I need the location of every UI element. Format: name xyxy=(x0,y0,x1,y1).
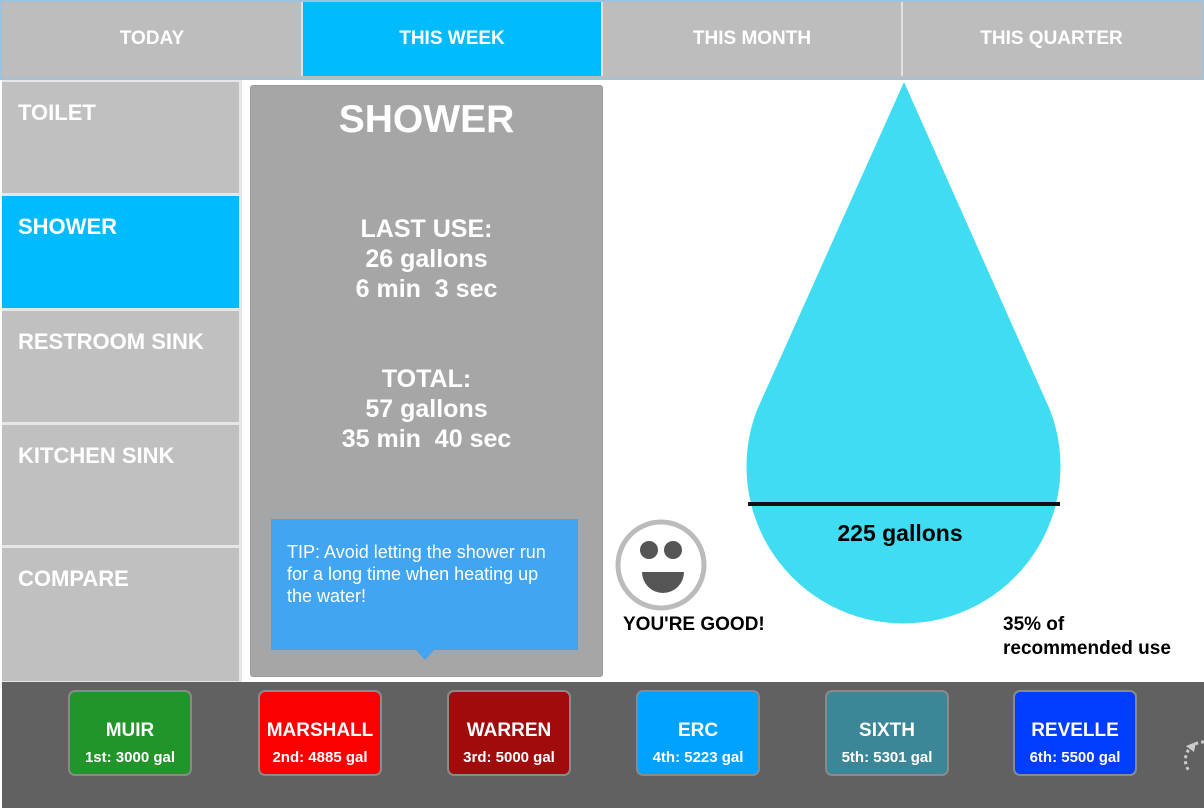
tab-this-quarter[interactable]: THIS QUARTER xyxy=(903,2,1200,76)
tab-divider xyxy=(301,2,303,76)
college-rank: 6th: 5500 gal xyxy=(1029,749,1121,766)
tip-bubble-pointer xyxy=(416,650,434,660)
college-card-revelle[interactable]: REVELLE 6th: 5500 gal xyxy=(1013,690,1137,776)
college-rank: 2nd: 4885 gal xyxy=(272,749,368,766)
tip-text: TIP: Avoid letting the shower run for a … xyxy=(287,542,546,606)
college-name: SIXTH xyxy=(859,720,915,741)
sidebar-item-shower[interactable]: SHOWER xyxy=(2,196,239,308)
drop-gallons-label: 225 gallons xyxy=(837,520,963,546)
college-name: WARREN xyxy=(466,720,552,741)
tab-divider xyxy=(601,2,603,76)
tab-this-week[interactable]: THIS WEEK xyxy=(303,2,601,76)
sidebar-item-label: COMPARE xyxy=(18,566,129,591)
college-rank: 5th: 5301 gal xyxy=(841,749,933,766)
sidebar-item-restroom-sink[interactable]: RESTROOM SINK xyxy=(2,311,239,422)
tab-today[interactable]: TODAY xyxy=(2,2,302,76)
total-time: 35 min 40 sec xyxy=(341,425,512,453)
college-name: REVELLE xyxy=(1031,720,1119,741)
water-drop-shape xyxy=(746,82,1061,624)
tab-this-month[interactable]: THIS MONTH xyxy=(603,2,901,76)
college-card-warren[interactable]: WARREN 3rd: 5000 gal xyxy=(447,690,571,776)
sidebar-item-compare[interactable]: COMPARE xyxy=(2,548,239,681)
college-card-sixth[interactable]: SIXTH 5th: 5301 gal xyxy=(825,690,949,776)
college-name: ERC xyxy=(677,720,719,741)
recommended-percent: 35% of xyxy=(1003,614,1065,635)
college-leaderboard xyxy=(2,682,1204,808)
tip-bubble: TIP: Avoid letting the shower run for a … xyxy=(271,519,578,650)
last-use-gallons: 26 gallons xyxy=(365,245,488,273)
sidebar-item-label: TOILET xyxy=(18,100,96,125)
refresh-icon[interactable] xyxy=(1182,738,1204,782)
college-card-muir[interactable]: MUIR 1st: 3000 gal xyxy=(68,690,192,776)
college-card-erc[interactable]: ERC 4th: 5223 gal xyxy=(636,690,760,776)
recommended-use-label: recommended use xyxy=(1003,638,1171,659)
sidebar-item-toilet[interactable]: TOILET xyxy=(2,82,239,193)
sidebar-item-kitchen-sink[interactable]: KITCHEN SINK xyxy=(2,425,239,545)
last-use-label: LAST USE: xyxy=(360,215,493,243)
college-rank: 3rd: 5000 gal xyxy=(463,749,555,766)
total-gallons: 57 gallons xyxy=(365,395,488,423)
sidebar-item-label: KITCHEN SINK xyxy=(18,443,175,468)
sidebar-item-label: SHOWER xyxy=(18,214,117,239)
tab-divider xyxy=(901,2,903,76)
smiley-face-icon xyxy=(615,519,707,611)
college-rank: 1st: 3000 gal xyxy=(84,749,176,766)
card-title: SHOWER xyxy=(338,98,515,141)
college-rank: 4th: 5223 gal xyxy=(652,749,744,766)
college-name: MUIR xyxy=(105,720,155,741)
sidebar-item-label: RESTROOM SINK xyxy=(18,329,204,354)
college-name: MARSHALL xyxy=(266,720,374,741)
status-message: YOU'RE GOOD! xyxy=(623,614,765,635)
total-label: TOTAL: xyxy=(381,365,472,393)
college-card-marshall[interactable]: MARSHALL 2nd: 4885 gal xyxy=(258,690,382,776)
last-use-time: 6 min 3 sec xyxy=(355,275,498,303)
